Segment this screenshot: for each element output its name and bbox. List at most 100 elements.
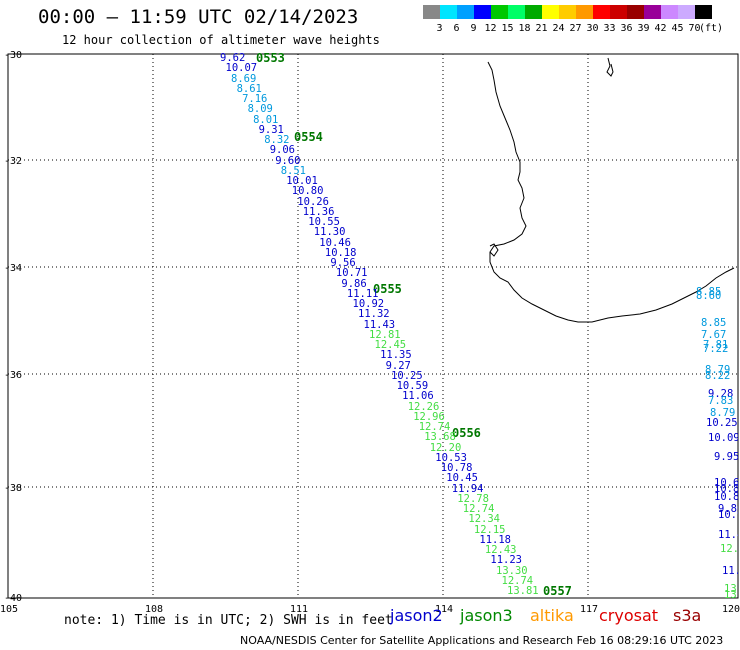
wave-height-value: 11.36: [302, 205, 335, 218]
pass-label: 0553: [256, 51, 285, 65]
wave-height-value: 12.78: [457, 492, 489, 505]
legend-swatch: [423, 5, 440, 19]
pass-label: 0555: [373, 282, 402, 296]
legend-swatch: [508, 5, 525, 19]
wave-height-value: 12.15: [473, 523, 506, 536]
wave-height-value: 10.71: [335, 267, 368, 280]
lat-label: -36: [4, 370, 23, 381]
wave-height-value: 12.34: [468, 513, 500, 526]
legend-label: 45: [671, 23, 684, 34]
legend-label: 21: [535, 23, 548, 34]
wave-height-value: 8.09: [247, 103, 273, 116]
map-subtitle: 12 hour collection of altimeter wave hei…: [62, 33, 380, 47]
wave-height-value: 8.79: [710, 408, 736, 419]
wave-height-value: 10.07: [225, 62, 258, 75]
lon-label: 114: [435, 604, 454, 615]
wave-height-value: 12.74: [418, 421, 451, 433]
legend-swatch: [593, 5, 610, 19]
wave-height-value: 8.60: [696, 291, 722, 302]
legend-label: 9: [470, 23, 477, 34]
pass-label: 0554: [294, 130, 323, 144]
wave-height-value: 8.22: [705, 371, 731, 382]
pass-label: 0557: [543, 584, 572, 598]
wave-height-value: 11.4: [718, 530, 738, 541]
map-footer: NOAA/NESDIS Center for Satellite Applica…: [240, 634, 724, 647]
wave-height-value: 13.81: [507, 585, 539, 597]
wave-height-value: 10.25: [706, 418, 738, 429]
wave-height-value: 12.4: [720, 544, 738, 555]
wave-height-value: 8.61: [236, 82, 262, 95]
wave-height-value: 10.9: [718, 510, 738, 521]
legend-label: 6: [453, 23, 460, 34]
australia-coastline: [487, 61, 735, 323]
wave-height-value: 10.81: [714, 484, 738, 495]
wave-height-value: 8.32: [264, 134, 290, 146]
lon-label: 120: [722, 604, 740, 615]
wave-height-value: 9.95: [714, 452, 738, 463]
wave-height-value: 9.86: [341, 277, 367, 290]
wave-height-value: 13.: [724, 584, 738, 595]
wave-height-value: 11.94: [451, 482, 484, 495]
wave-height-value: 7.16: [242, 93, 268, 105]
legend-label: 27: [569, 23, 582, 34]
wave-height-value: 9.56: [330, 257, 356, 269]
wave-height-value: 10.78: [440, 462, 473, 474]
wave-height-value: 7.22: [703, 344, 729, 355]
lat-label: -40: [4, 593, 23, 604]
legend-label: 42: [654, 23, 667, 34]
coastline-detail: [489, 243, 499, 257]
wave-height-value: 12.81: [369, 328, 401, 341]
legend-label: 12: [484, 23, 497, 34]
legend-swatch: [457, 5, 474, 19]
wave-height-value: 9.27: [385, 359, 411, 372]
legend-swatch: [576, 5, 593, 19]
wave-height-value: 8.85: [696, 287, 722, 298]
legend-label: 36: [620, 23, 633, 34]
wave-height-value: 9.06: [269, 144, 295, 157]
map-note: note: 1) Time is in UTC; 2) SWH is in fe…: [64, 613, 393, 628]
wave-height-value: 12.45: [374, 339, 407, 351]
lon-label: 117: [580, 604, 599, 615]
legend-swatch: [559, 5, 576, 19]
satellite-jason3-label: jason3: [460, 606, 513, 625]
wave-height-value: 10.92: [352, 298, 385, 310]
legend-swatch: [542, 5, 559, 19]
wave-height-value: 10.80: [291, 185, 324, 198]
wave-height-value: 12.43: [484, 544, 517, 556]
wave-height-value: 12.74: [462, 503, 495, 515]
satellite-s3a-label: s3a: [673, 606, 702, 625]
wave-height-value: 10.60: [714, 478, 738, 489]
map-frame: [7, 53, 739, 599]
legend-label: 24: [552, 23, 565, 34]
legend-swatch: [678, 5, 695, 19]
lon-label: 108: [145, 604, 164, 615]
legend-swatch: [695, 5, 712, 19]
wave-height-value: 11.30: [313, 226, 346, 239]
wave-height-value: 9.28: [708, 389, 734, 400]
wave-height-value: 11.35: [380, 349, 412, 362]
shark-bay-outline: [606, 57, 614, 77]
satellite-jason2-label: jason2: [390, 606, 443, 625]
legend-swatch: [440, 5, 457, 19]
legend-label: 39: [637, 23, 650, 34]
lat-label: -32: [4, 156, 23, 167]
wave-height-value: 11.23: [490, 554, 522, 567]
wave-height-value: 8.69: [231, 72, 257, 85]
wave-height-value: 11.: [722, 566, 738, 577]
wave-height-value: 11.11: [346, 287, 379, 300]
legend-swatch: [610, 5, 627, 19]
wave-height-value: 11.06: [402, 390, 434, 403]
wave-height-value: 10.26: [297, 195, 329, 208]
wave-height-value: 11.32: [358, 308, 390, 321]
wave-height-value: 12.20: [429, 441, 462, 454]
graticule: [8, 54, 738, 598]
lat-label: -30: [4, 50, 23, 61]
wave-height-value: 13.: [724, 590, 738, 601]
wave-height-value: 9.62: [220, 52, 246, 64]
wave-height-value: 12.26: [407, 400, 440, 413]
wave-height-value: 8.85: [701, 318, 727, 329]
wave-height-value: 10.01: [286, 175, 318, 187]
legend-swatch: [525, 5, 542, 19]
lat-label: -34: [4, 263, 23, 274]
satellite-altika-label: altika: [530, 606, 574, 625]
